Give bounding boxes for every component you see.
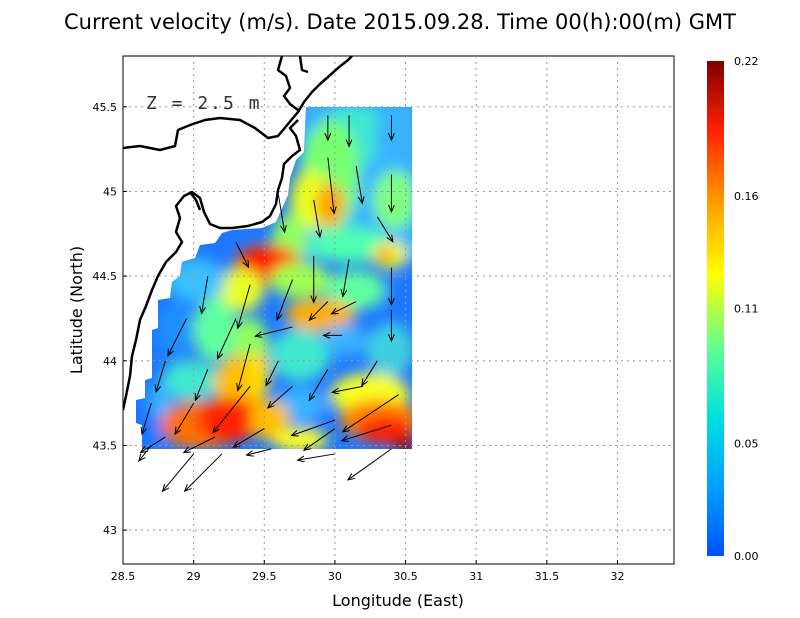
x-tick-label: 30.5 [393,570,418,583]
y-tick-label: 43 [103,524,117,537]
x-tick-label: 29.5 [252,570,277,583]
velocity-arrow [342,424,392,441]
x-tick-label: 31.5 [535,570,560,583]
velocity-arrow [327,157,334,214]
velocity-arrow [217,318,237,358]
colorbar: 0.00 0.05 0.11 0.16 0.22 [707,55,759,563]
colorbar-tick-label: 0.00 [734,550,759,563]
velocity-arrow [309,369,329,400]
depth-label: Z = 2.5 m [146,93,262,114]
velocity-arrow [332,385,364,392]
colorbar-tick-label: 0.05 [734,438,759,451]
velocity-arrow [309,301,329,321]
velocity-arrow [304,428,336,451]
velocity-arrow [213,385,251,433]
velocity-arrow [313,199,320,237]
colorbar-tick-labels: 0.00 0.05 0.11 0.16 0.22 [734,55,759,563]
colorbar-tick-label: 0.22 [734,55,759,68]
velocity-arrow [238,284,251,329]
velocity-arrow [298,453,336,460]
velocity-arrow [163,453,195,491]
colorbar-tick-label: 0.16 [734,190,759,203]
x-tick-label: 28.5 [111,570,136,583]
velocity-arrow [266,360,279,386]
velocity-arrow [238,343,251,391]
velocity-arrow [362,360,378,386]
velocity-arrow [141,436,166,453]
velocity-arrow [156,360,166,392]
x-tick-label: 30 [328,570,342,583]
velocity-arrow [175,402,195,434]
velocity-arrow [255,326,293,336]
y-axis-title: Latitude (North) [67,246,86,374]
velocity-arrow [168,318,188,355]
y-tick-labels: 43 43.5 44 44.5 45 45.5 [93,101,127,537]
x-axis-title: Longitude (East) [332,591,464,610]
velocity-arrow [233,428,265,448]
velocity-arrow [268,385,293,408]
velocity-arrow [277,279,294,320]
x-tick-label: 32 [610,570,624,583]
colorbar-tick-label: 0.11 [734,303,759,316]
x-tick-labels: 28.5 29 29.5 30 30.5 31 31.5 32 [111,560,624,583]
coastline [123,56,353,411]
velocity-arrow [355,165,362,203]
velocity-arrow [195,369,209,400]
velocity-arrows [139,115,399,491]
velocity-arrow [343,394,399,432]
velocity-arrow [185,453,223,491]
velocity-arrow [142,402,152,434]
y-tick-label: 43.5 [93,439,118,452]
colorbar-gradient [707,61,724,556]
x-tick-label: 29 [187,570,201,583]
velocity-arrow [376,216,393,242]
velocity-arrow [202,276,209,313]
velocity-arrow [246,448,272,455]
velocity-arrow [291,419,336,436]
y-tick-label: 44 [103,355,117,368]
y-tick-label: 45 [103,185,117,198]
velocity-arrow [331,301,357,314]
velocity-arrow [139,445,152,461]
x-tick-label: 31 [469,570,483,583]
velocity-arrow [184,436,216,453]
velocity-arrow [277,194,284,232]
velocity-arrow [343,259,350,296]
chart-title: Current velocity (m/s). Date 2015.09.28.… [64,10,736,34]
velocity-arrow [235,242,248,267]
y-tick-label: 44.5 [93,270,118,283]
y-tick-label: 45.5 [93,101,118,114]
velocity-arrow [348,448,392,480]
